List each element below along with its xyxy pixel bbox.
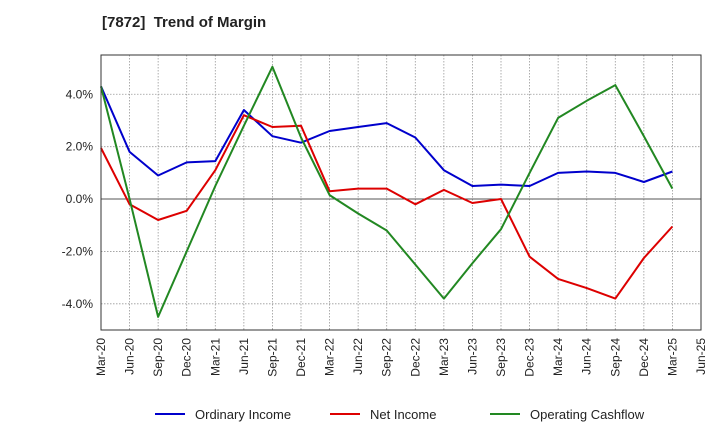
- series-line-ordinary-income: [100, 85, 673, 187]
- x-tick-label: Mar-24: [551, 338, 565, 376]
- x-tick-label: Jun-20: [123, 338, 137, 375]
- x-tick-label: Dec-23: [523, 338, 537, 377]
- x-tick-label: Jun-24: [580, 338, 594, 375]
- x-tick-label: Sep-23: [494, 338, 508, 377]
- data-series: [100, 65, 674, 318]
- x-tick-label: Dec-21: [294, 338, 308, 377]
- x-tick-label: Sep-21: [265, 338, 279, 377]
- series-line-net-income: [100, 114, 674, 300]
- x-tick-label: Dec-24: [637, 338, 651, 377]
- y-tick-label: 2.0%: [66, 140, 94, 154]
- y-tick-label: -4.0%: [62, 297, 94, 311]
- x-tick-label: Jun-25: [694, 338, 708, 375]
- y-tick-label: 0.0%: [66, 192, 94, 206]
- y-tick-label: 4.0%: [66, 87, 94, 101]
- x-tick-label: Dec-22: [408, 338, 422, 377]
- chart-legend: Ordinary Income Net Income Operating Cashf…: [155, 407, 645, 422]
- chart-title: [7872] Trend of Margin: [102, 14, 267, 31]
- y-tick-label: -2.0%: [62, 244, 94, 258]
- grid-lines: [101, 55, 701, 330]
- x-tick-label: Sep-20: [151, 338, 165, 377]
- x-tick-label: Mar-20: [94, 338, 108, 376]
- x-tick-label: Mar-25: [665, 338, 679, 376]
- axis-tick-labels: -4.0% -2.0% 0.0% 2.0% 4.0% Mar-20 Jun-20 Sep-20…: [62, 87, 708, 376]
- legend-label: Ordinary Income: [195, 407, 291, 422]
- x-tick-label: Mar-22: [323, 338, 337, 376]
- x-tick-label: Sep-24: [608, 338, 622, 377]
- x-tick-label: Sep-22: [380, 338, 394, 377]
- legend-label: Operating Cashflow: [530, 407, 645, 422]
- x-tick-label: Dec-20: [180, 338, 194, 377]
- x-tick-label: Mar-21: [208, 338, 222, 376]
- x-tick-label: Jun-23: [465, 338, 479, 375]
- plot-area-frame: [100, 54, 702, 331]
- x-tick-label: Jun-21: [237, 338, 251, 375]
- series-line-operating-cashflow: [100, 65, 674, 318]
- legend-label: Net Income: [370, 407, 436, 422]
- x-tick-label: Jun-22: [351, 338, 365, 375]
- x-tick-label: Mar-23: [437, 338, 451, 376]
